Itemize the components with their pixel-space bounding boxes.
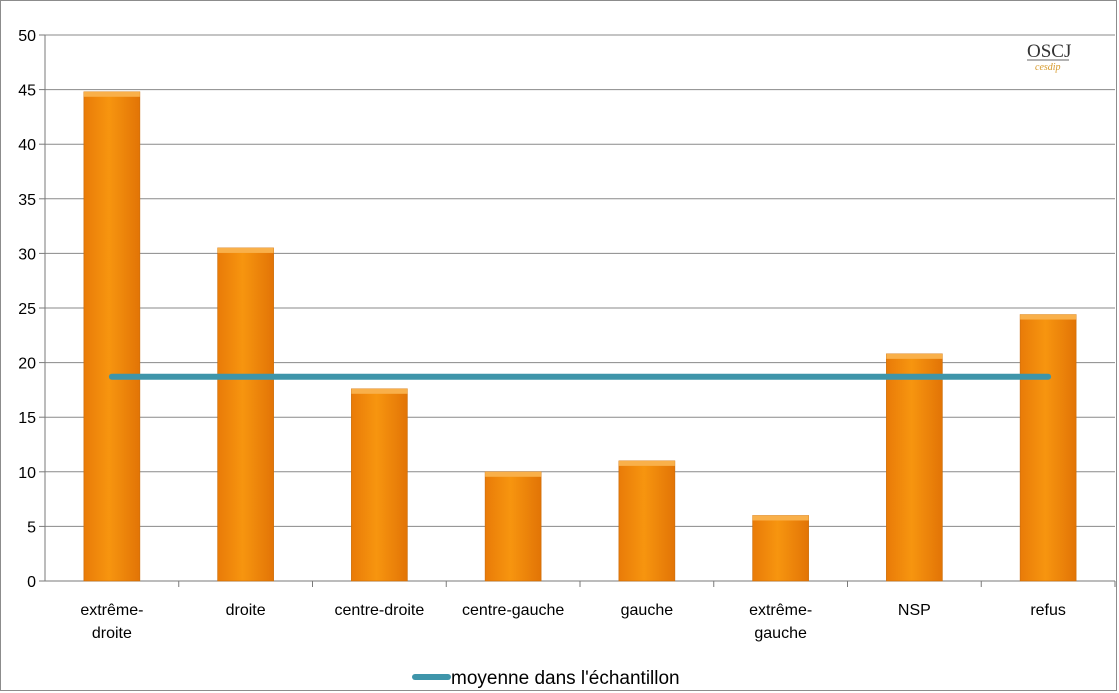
bar-top-highlight <box>618 460 675 466</box>
bar-top-highlight <box>351 388 408 394</box>
oscj-logo: OSCJ cesdip <box>1027 41 1071 73</box>
x-category-label-line: gauche <box>621 602 674 619</box>
y-tick-label: 10 <box>18 465 36 482</box>
x-category-label-line: centre-droite <box>334 602 424 619</box>
x-category-label: centre-droite <box>334 602 424 619</box>
y-tick-label: 35 <box>18 192 36 209</box>
legend: moyenne dans l'échantillon <box>412 668 680 689</box>
legend-label: moyenne dans l'échantillon <box>451 668 680 689</box>
bar-group <box>217 247 274 582</box>
bar-group <box>752 515 809 582</box>
x-category-label: refus <box>1030 602 1066 619</box>
bars <box>83 91 1077 582</box>
x-category-label-line: centre-gauche <box>462 602 564 619</box>
y-tick-label: 20 <box>18 356 36 373</box>
bar <box>618 460 676 582</box>
x-category-label-line: NSP <box>898 602 931 619</box>
bar-top-highlight <box>752 515 809 521</box>
x-category-label: NSP <box>898 602 931 619</box>
bar <box>886 353 943 582</box>
x-category-label-line: droite <box>92 625 132 642</box>
x-category-label: gauche <box>621 602 674 619</box>
x-category-label: centre-gauche <box>462 602 564 619</box>
bar <box>1019 314 1077 582</box>
y-tick-label: 30 <box>18 246 36 263</box>
y-tick-label: 45 <box>18 83 36 100</box>
x-category-label-line: extrême- <box>80 602 143 619</box>
bar-group <box>484 471 542 582</box>
x-category-label-line: refus <box>1030 602 1066 619</box>
logo-main-text: OSCJ <box>1027 41 1071 62</box>
y-tick-label: 0 <box>27 574 36 591</box>
bar <box>83 91 141 582</box>
x-category-label: extrême-gauche <box>749 602 812 642</box>
y-tick-label: 40 <box>18 137 36 154</box>
x-category-label: droite <box>226 602 266 619</box>
x-category-label-line: extrême- <box>749 602 812 619</box>
x-category-label-line: gauche <box>754 625 807 642</box>
x-category-label-line: droite <box>226 602 266 619</box>
labels: 05101520253035404550extrême-droitedroite… <box>18 28 1066 642</box>
bar-top-highlight <box>83 91 140 97</box>
bar <box>351 388 408 582</box>
bar-top-highlight <box>886 353 943 359</box>
x-category-label: extrême-droite <box>80 602 143 642</box>
gridlines <box>45 34 1115 527</box>
y-tick-label: 5 <box>27 519 36 536</box>
y-tick-label: 50 <box>18 28 36 45</box>
bar-top-highlight <box>485 471 542 477</box>
bar <box>752 515 809 582</box>
bar-group <box>618 460 676 582</box>
bar <box>484 471 542 582</box>
bar-top-highlight <box>217 247 274 253</box>
y-tick-label: 25 <box>18 301 36 318</box>
bar-top-highlight <box>1020 314 1077 320</box>
logo-sub-text: cesdip <box>1035 62 1061 73</box>
bar <box>217 247 274 582</box>
y-tick-label: 15 <box>18 410 36 427</box>
bar-group <box>886 353 943 582</box>
bar-group <box>83 91 141 582</box>
axes <box>39 34 1116 587</box>
bar-group <box>351 388 408 582</box>
bar-group <box>1019 314 1077 582</box>
